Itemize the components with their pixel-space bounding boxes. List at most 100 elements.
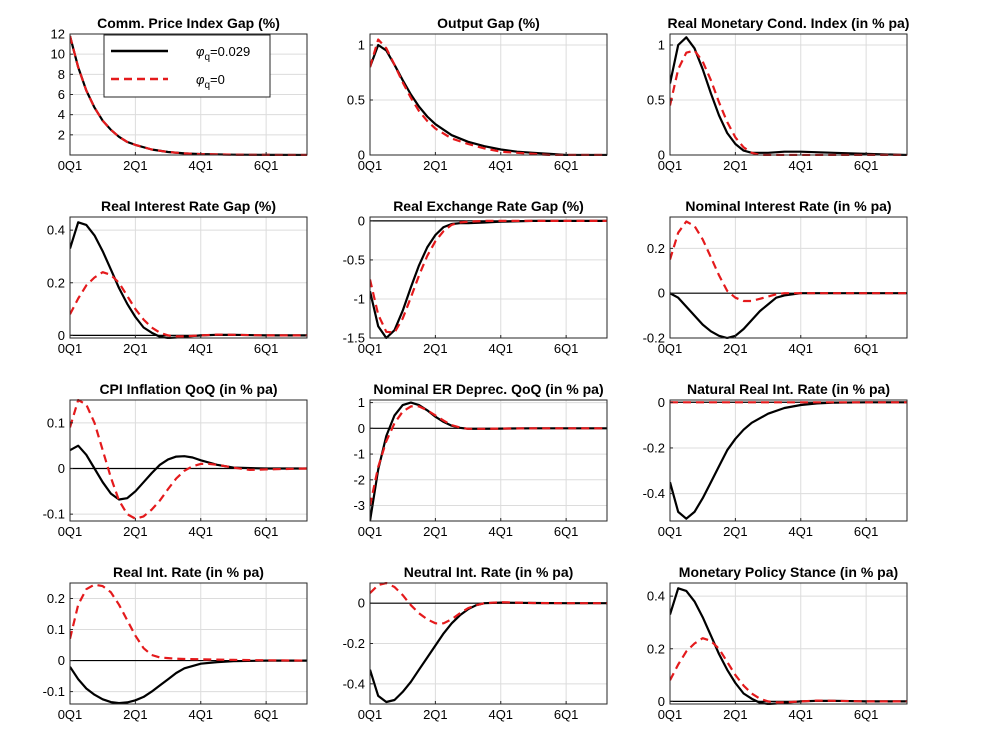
x-tick-label: 6Q1 [854, 524, 879, 539]
series-line-phi-0029 [370, 401, 607, 522]
panel-11: 0Q1 2Q1 4Q1 6Q1 -0.4 -0.2 0 Neutral Int. Rate (… [343, 564, 608, 722]
x-tick-label: 2Q1 [123, 524, 148, 539]
legend-label-1: φq=0.029 [196, 44, 250, 63]
panel-8: 0Q1 2Q1 4Q1 6Q1 -3 -2 -1 0 1 Nominal ER Deprec. Q… [353, 381, 608, 539]
panel-title: Comm. Price Index Gap (%) [97, 15, 280, 31]
x-tick-label: 2Q1 [123, 341, 148, 356]
series-line-phi-0029 [370, 601, 607, 704]
y-tick-label: 0 [58, 461, 65, 476]
legend-box [103, 34, 271, 98]
x-tick-label: 0Q1 [58, 524, 83, 539]
y-tick-label: 12 [51, 27, 65, 42]
series-line-phi-0029 [70, 659, 307, 705]
series-line-phi-0029 [670, 587, 907, 705]
panel-9: 0Q1 2Q1 4Q1 6Q1 -0.4 -0.2 0 Natural Real Int. R… [643, 381, 908, 539]
x-tick-label: 2Q1 [723, 524, 748, 539]
x-tick-label: 0Q1 [358, 158, 383, 173]
x-tick-label: 4Q1 [488, 524, 513, 539]
y-tick-label: -0.4 [343, 676, 365, 691]
x-tick-label: 0Q1 [58, 341, 83, 356]
y-tick-label: -2 [353, 472, 365, 487]
x-tick-label: 6Q1 [254, 341, 279, 356]
legend-subscript: q [204, 52, 210, 63]
x-tick-label: 0Q1 [58, 158, 83, 173]
y-tick-label: 0.2 [47, 591, 65, 606]
x-tick-label: 4Q1 [188, 707, 213, 722]
y-tick-label: -1 [353, 291, 365, 306]
x-tick-label: 2Q1 [123, 707, 148, 722]
y-tick-label: 0 [358, 596, 365, 611]
y-tick-label: 0 [658, 286, 665, 301]
x-tick-label: 4Q1 [788, 158, 813, 173]
axes-frame [69, 582, 308, 705]
x-tick-label: 2Q1 [423, 524, 448, 539]
y-tick-label: 0 [658, 694, 665, 709]
x-tick-label: 4Q1 [788, 341, 813, 356]
series-line-phi-0 [370, 405, 607, 506]
x-tick-label: 0Q1 [658, 341, 683, 356]
y-tick-label: -0.2 [643, 440, 665, 455]
y-tick-label: 0.4 [47, 223, 65, 238]
axes-frame [369, 33, 608, 156]
x-tick-label: 2Q1 [423, 707, 448, 722]
panel-6: 0Q1 2Q1 4Q1 6Q1 -0.2 0 0.2 Nominal Interest Rat… [643, 198, 908, 356]
axes-frame [369, 216, 608, 339]
y-tick-label: 1 [658, 38, 665, 53]
axes-frame [69, 399, 308, 522]
y-tick-label: 0 [358, 148, 365, 163]
x-tick-label: 6Q1 [554, 158, 579, 173]
axes-frame [669, 33, 908, 156]
legend-value: =0.029 [210, 44, 250, 59]
x-tick-label: 6Q1 [554, 341, 579, 356]
x-tick-label: 0Q1 [358, 341, 383, 356]
y-tick-label: 0.1 [47, 415, 65, 430]
panel-title: Real Interest Rate Gap (%) [101, 198, 276, 214]
x-tick-label: 4Q1 [488, 707, 513, 722]
y-tick-label: 0 [58, 653, 65, 668]
y-tick-label: -0.2 [643, 331, 665, 346]
y-tick-label: 0.5 [647, 93, 665, 108]
series-line-phi-0029 [70, 444, 307, 501]
panel-title: Nominal ER Deprec. QoQ (in % pa) [373, 381, 603, 397]
x-tick-label: 0Q1 [58, 707, 83, 722]
x-tick-label: 2Q1 [423, 341, 448, 356]
panel-12: 0Q1 2Q1 4Q1 6Q1 0 0.2 0.4 Monetary Policy Stanc… [647, 564, 908, 722]
legend-label-2: φq=0 [196, 72, 225, 91]
series-line-phi-0 [370, 582, 607, 625]
x-tick-label: 4Q1 [188, 524, 213, 539]
x-tick-label: 0Q1 [658, 158, 683, 173]
panel-title: Monetary Policy Stance (in % pa) [679, 564, 898, 580]
series-line-phi-0 [670, 637, 907, 704]
x-tick-label: 4Q1 [488, 341, 513, 356]
x-tick-label: 6Q1 [554, 707, 579, 722]
x-tick-label: 6Q1 [854, 707, 879, 722]
series-line-phi-0029 [370, 219, 607, 339]
legend-subscript: q [204, 80, 210, 91]
x-tick-label: 0Q1 [358, 524, 383, 539]
y-tick-label: 0.5 [347, 93, 365, 108]
y-tick-label: 0.1 [47, 622, 65, 637]
legend: φq=0.029 φq=0 [103, 34, 271, 98]
panel-title: Real Exchange Rate Gap (%) [393, 198, 584, 214]
series-line-phi-0 [70, 271, 307, 338]
panel-title: Nominal Interest Rate (in % pa) [685, 198, 891, 214]
y-tick-label: -0.5 [343, 252, 365, 267]
x-tick-label: 2Q1 [723, 707, 748, 722]
y-tick-label: 4 [58, 107, 65, 122]
y-tick-label: -0.2 [343, 636, 365, 651]
y-tick-label: 0 [658, 148, 665, 163]
x-tick-label: 4Q1 [488, 158, 513, 173]
x-tick-label: 0Q1 [658, 524, 683, 539]
panel-5: 0Q1 2Q1 4Q1 6Q1 -1.5 -1 -0.5 0 Real Exchange Rat… [343, 198, 608, 356]
series-line-phi-0029 [70, 221, 307, 339]
y-tick-label: 6 [58, 87, 65, 102]
x-tick-label: 4Q1 [188, 158, 213, 173]
series-line-phi-0 [370, 219, 607, 334]
x-tick-label: 0Q1 [658, 707, 683, 722]
x-tick-label: 0Q1 [358, 707, 383, 722]
panel-1: 0Q1 2Q1 4Q1 6Q1 2 4 6 8 10 12 Comm. Price Index Ga… [51, 15, 308, 173]
x-tick-label: 6Q1 [254, 158, 279, 173]
y-tick-label: 0.2 [647, 241, 665, 256]
x-tick-label: 6Q1 [254, 524, 279, 539]
